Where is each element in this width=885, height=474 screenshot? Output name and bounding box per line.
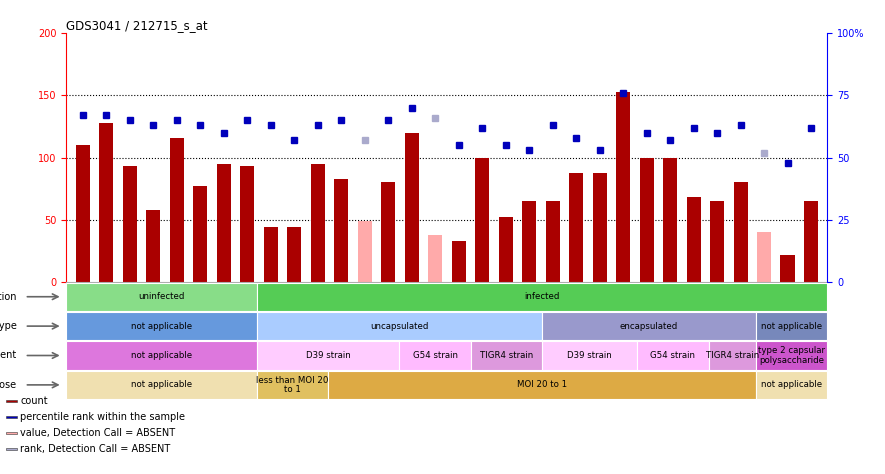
Text: type 2 capsular
polysaccharide: type 2 capsular polysaccharide (758, 346, 826, 365)
Text: count: count (20, 396, 48, 406)
Text: TIGR4 strain: TIGR4 strain (480, 351, 533, 360)
Text: less than MOI 20
to 1: less than MOI 20 to 1 (256, 375, 328, 394)
Bar (264, 228, 278, 282)
Bar (288, 228, 301, 282)
Text: cell type: cell type (0, 321, 17, 331)
Bar (498, 217, 512, 282)
Bar (257, 341, 399, 370)
Bar (381, 182, 396, 282)
Bar (6, 416, 17, 418)
Bar (757, 232, 771, 282)
Text: D39 strain: D39 strain (567, 351, 612, 360)
Bar (428, 235, 442, 282)
Bar (335, 179, 349, 282)
Bar (146, 210, 160, 282)
Bar (170, 138, 184, 282)
Bar (66, 341, 257, 370)
Text: not applicable: not applicable (131, 381, 192, 389)
Text: G54 strain: G54 strain (412, 351, 458, 360)
Bar (451, 241, 466, 282)
Bar (257, 371, 328, 399)
Bar (471, 341, 542, 370)
Bar (804, 201, 818, 282)
Bar (756, 341, 827, 370)
Text: infected: infected (525, 292, 559, 301)
Bar (542, 341, 637, 370)
Text: not applicable: not applicable (131, 322, 192, 330)
Bar (311, 164, 325, 282)
Bar (709, 341, 756, 370)
Text: rank, Detection Call = ABSENT: rank, Detection Call = ABSENT (20, 444, 171, 454)
Bar (756, 312, 827, 340)
Bar (399, 341, 471, 370)
Text: G54 strain: G54 strain (650, 351, 696, 360)
Text: encapsulated: encapsulated (620, 322, 678, 330)
Bar (257, 312, 542, 340)
Bar (663, 158, 677, 282)
Bar (66, 371, 257, 399)
Bar (99, 123, 113, 282)
Bar (545, 201, 559, 282)
Bar (734, 182, 748, 282)
Bar (6, 432, 17, 434)
Bar (593, 173, 606, 282)
Bar (542, 312, 756, 340)
Text: uncapsulated: uncapsulated (370, 322, 428, 330)
Text: not applicable: not applicable (761, 322, 822, 330)
Text: infection: infection (0, 292, 17, 302)
Text: percentile rank within the sample: percentile rank within the sample (20, 412, 186, 422)
Text: D39 strain: D39 strain (305, 351, 350, 360)
Bar (257, 283, 827, 311)
Bar (756, 371, 827, 399)
Bar (569, 173, 583, 282)
Bar (217, 164, 231, 282)
Bar (640, 158, 654, 282)
Bar (404, 133, 419, 282)
Bar (6, 448, 17, 450)
Text: dose: dose (0, 380, 17, 390)
Text: uninfected: uninfected (138, 292, 185, 301)
Bar (123, 166, 137, 282)
Bar (710, 201, 724, 282)
Bar (781, 255, 795, 282)
Text: not applicable: not applicable (761, 381, 822, 389)
Bar (66, 283, 257, 311)
Bar (616, 91, 630, 282)
Bar (193, 186, 207, 282)
Bar (328, 371, 756, 399)
Bar (522, 201, 536, 282)
Bar (687, 197, 701, 282)
Text: TIGR4 strain: TIGR4 strain (705, 351, 759, 360)
Text: MOI 20 to 1: MOI 20 to 1 (517, 381, 567, 389)
Bar (240, 166, 254, 282)
Bar (358, 221, 372, 282)
Text: value, Detection Call = ABSENT: value, Detection Call = ABSENT (20, 428, 175, 438)
Bar (76, 145, 90, 282)
Bar (475, 158, 489, 282)
Bar (637, 341, 709, 370)
Text: GDS3041 / 212715_s_at: GDS3041 / 212715_s_at (66, 19, 208, 32)
Text: agent: agent (0, 350, 17, 361)
Text: not applicable: not applicable (131, 351, 192, 360)
Bar (66, 312, 257, 340)
